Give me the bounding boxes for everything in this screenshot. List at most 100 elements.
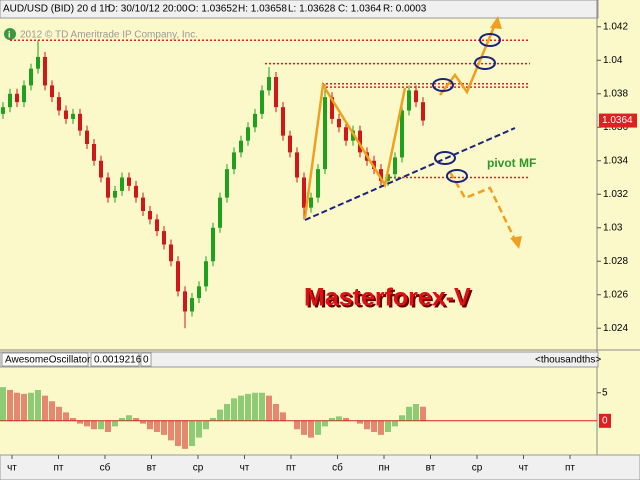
osc-unit: <thousandths> [535,355,601,366]
info-icon[interactable] [4,28,16,40]
x-tick-label: пт [565,463,575,474]
candle-body [246,127,250,141]
y-tick-label: 1.026 [603,289,628,300]
candle-body [78,113,82,131]
y-tick-label: 1.028 [603,256,628,267]
y-tick-label: 1.03 [603,222,623,233]
candle-body [281,107,285,136]
osc-param: 0 [143,355,149,366]
candle-body [323,97,327,170]
symbol: AUD/USD (BID) 20 d 1h [3,4,110,15]
zigzag [303,81,407,219]
header-bar [0,0,599,19]
candle-body [92,144,96,161]
x-tick-label: сб [100,462,111,474]
candle-body [99,160,103,178]
candle-body [253,113,257,128]
candle-body [344,127,348,141]
last-price-box [599,113,637,128]
osc-value: 0.0019216 [94,355,142,366]
ellipse [434,151,456,165]
candle-body [274,77,278,108]
y-tick-label: 1.038 [603,88,628,99]
candle-body [162,231,166,245]
candle-body [1,107,5,114]
header-open: O: 1.03652 [188,4,238,15]
candle-body [407,90,411,111]
candle-body [85,130,89,145]
candle-body [232,152,236,170]
candle-body [337,118,341,128]
candle-body [225,169,229,198]
candle-body [155,219,159,232]
trend-line [304,127,516,221]
candle-body [260,90,264,114]
ellipse [446,169,468,183]
x-axis-bar [0,454,640,480]
candle-body [358,130,362,153]
candle-body [57,97,61,111]
candle-body [15,93,19,103]
ellipse [432,78,454,92]
header-range: R: 0.0003 [383,4,427,15]
last-price-label: 1.0364 [602,115,633,126]
header-low: L: 1.03628 [288,4,336,15]
candle-body [414,90,418,103]
ellipse [479,33,501,47]
copyright: 2012 © TD Ameritrade IP Company, Inc. [20,30,198,41]
osc-param-box [140,352,152,367]
candle-body [386,174,390,181]
candle-body [106,177,110,198]
brand-shadow: Masterforex-V [306,286,473,314]
candle-body [43,56,47,86]
candle-body [169,244,173,262]
pivot-label: pivot MF [487,156,536,170]
x-tick-label: вт [147,463,157,474]
candle-body [22,85,26,103]
candle-body [36,56,40,69]
candle-body [393,157,397,175]
candle-body [267,77,271,91]
up-arrow [490,16,502,29]
candle-body [330,97,334,119]
candle-body [120,177,124,191]
candle-body [197,286,201,299]
x-tick-label: пт [54,463,64,474]
ellipse [474,56,496,70]
y-tick-label: 1.042 [603,21,628,32]
info-icon-glyph: i [8,29,11,39]
zero-box [599,413,611,428]
x-tick-label: чт [7,463,17,474]
osc-tick-label: 5 [602,387,608,398]
x-tick-label: чт [240,463,250,474]
y-tick-label: 1.032 [603,189,628,200]
candle-body [421,102,425,121]
x-tick-label: сб [332,462,343,474]
x-tick-label: пн [379,463,390,474]
x-tick-label: чт [519,463,529,474]
candle-body [64,110,68,119]
candle-body [204,261,208,287]
candle-body [309,197,313,208]
candle-body [8,93,12,108]
candle-body [127,177,131,186]
y-tick-label: 1.04 [603,55,623,66]
y-tick-label: 1.034 [603,155,628,166]
candle-body [176,261,180,292]
candle-body [218,197,222,228]
x-tick-label: ср [472,463,483,474]
header-close: C: 1.0364 [338,4,382,15]
candle-body [316,169,320,198]
osc-value-box [90,352,140,367]
candle-body [141,197,145,212]
candle-body [148,211,152,220]
candle-body [50,85,54,98]
candle-body [295,152,299,178]
candle-body [29,68,33,86]
down-arrow [510,236,522,249]
down-path [448,171,518,243]
osc-name-box [1,352,89,367]
candle-body [302,177,306,208]
